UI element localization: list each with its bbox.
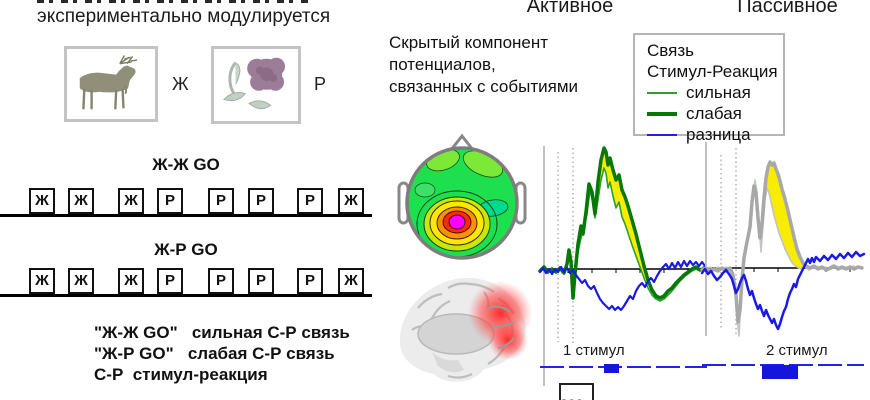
legend-line-sample (647, 111, 677, 116)
clipped-text-line (37, 0, 309, 3)
erp-waveforms (700, 142, 866, 379)
legend-box: Связь Стимул-Реакция сильная слабая разниц… (633, 33, 785, 144)
curve-weak-thick (700, 160, 864, 324)
eeg-topomap (397, 133, 527, 260)
stimulus-box: Р (157, 268, 183, 294)
legend-item-label: разница (686, 124, 751, 144)
stimulus-box: Р (297, 268, 323, 294)
legend-items: сильная слабая разница (647, 82, 783, 145)
intro-text: экспериментально модулируется (37, 6, 331, 27)
legend-item-label: сильная (686, 82, 751, 102)
erp-description: Скрытый компонент потенциалов, связанных… (389, 33, 579, 96)
stimulus-label-r: Р (314, 74, 327, 94)
difference-fill (595, 148, 648, 288)
erp-waveforms (538, 146, 707, 386)
legend-item: сильная (647, 82, 783, 103)
scale-label: 200 (560, 396, 600, 400)
stimulus-box: Р (208, 188, 234, 214)
legend-title-line1: Связь (647, 41, 694, 60)
caption-line: "Ж-Р GO" слабая С-Р связь (94, 344, 335, 363)
stimulus-2-label: 2 стимул (766, 342, 828, 359)
moose-image (64, 46, 158, 122)
difference-fill (756, 162, 806, 269)
sequence-title-1: Ж-Ж GO (152, 155, 220, 174)
column-header-active: Активное (526, 0, 614, 17)
moose-drawing (79, 55, 138, 110)
stimulus-label-zh: Ж (172, 74, 189, 94)
curve-weak-thick (538, 146, 706, 300)
flower-image (211, 46, 301, 124)
stimulus-box: Ж (118, 268, 144, 294)
stimulus-1-label: 1 стимул (563, 342, 625, 359)
legend-item: слабая (647, 103, 783, 124)
caption-block: "Ж-Ж GO" сильная С-Р связь "Ж-Р GO" слаба… (94, 322, 350, 385)
stimulus-box: Ж (29, 188, 55, 214)
stimulus-box: Ж (68, 188, 94, 214)
scale-bracket (559, 383, 594, 400)
caption-line: С-Р стимул-реакция (94, 365, 268, 384)
legend-line-sample (647, 133, 677, 136)
curve-difference (538, 259, 707, 312)
significance-bar (604, 364, 619, 373)
stimulus-box: Ж (338, 268, 364, 294)
legend-title-line2: Стимул-Реакция (647, 62, 778, 81)
brain-image (399, 277, 532, 382)
curve-difference (700, 250, 866, 331)
stimulus-box: Ж (29, 268, 55, 294)
stimulus-box: Р (208, 268, 234, 294)
column-header-passive: Пассивное (737, 0, 838, 17)
stimulus-box: Ж (118, 188, 144, 214)
stimulus-box: Р (248, 188, 274, 214)
legend-line-sample (647, 91, 677, 94)
stimulus-box: Ж (68, 268, 94, 294)
stimulus-box: Р (297, 188, 323, 214)
sequence-title-2: Ж-Р GO (154, 240, 218, 259)
legend-item: разница (647, 124, 783, 145)
flower-drawing (222, 57, 286, 110)
erp-plot-active (535, 140, 710, 400)
stimulus-box: Ж (338, 188, 364, 214)
legend-item-label: слабая (686, 103, 742, 123)
caption-line: "Ж-Ж GO" сильная С-Р связь (94, 323, 350, 342)
stimulus-box: Р (248, 268, 274, 294)
significance-bar (762, 365, 798, 379)
stimulus-box: Р (157, 188, 183, 214)
erp-plot-passive (700, 140, 870, 400)
